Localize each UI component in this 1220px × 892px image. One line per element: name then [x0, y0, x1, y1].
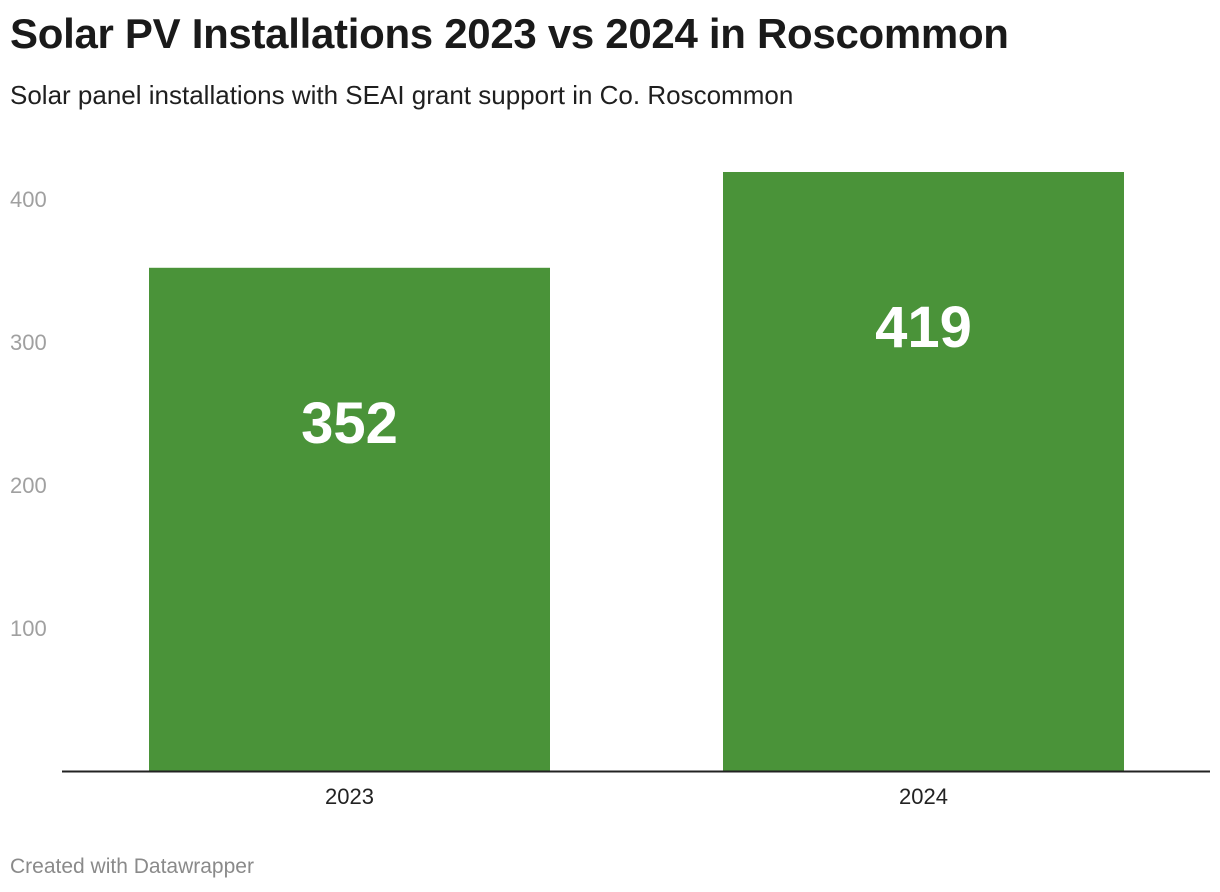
chart-subtitle: Solar panel installations with SEAI gran…	[10, 80, 794, 110]
y-tick-label: 200	[10, 473, 47, 498]
y-tick-label: 100	[10, 616, 47, 641]
bar-value-label: 419	[875, 295, 972, 360]
bar	[723, 172, 1124, 771]
footer-credit: Created with Datawrapper	[10, 855, 254, 878]
x-tick-label: 2024	[899, 784, 948, 809]
y-tick-label: 300	[10, 330, 47, 355]
bar-value-label: 352	[301, 391, 398, 456]
bar	[149, 267, 550, 771]
chart-title: Solar PV Installations 2023 vs 2024 in R…	[10, 10, 1009, 57]
y-tick-label: 400	[10, 187, 47, 212]
x-tick-label: 2023	[325, 784, 374, 809]
